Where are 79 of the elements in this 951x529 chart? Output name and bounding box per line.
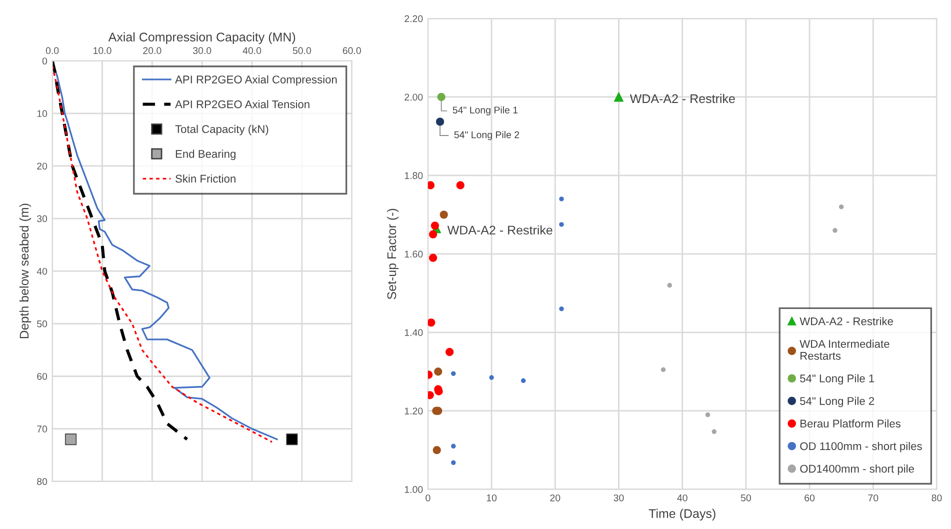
y-tick-label: 2.20: [404, 15, 423, 22]
y-tick-label: 2.00: [404, 94, 423, 101]
point: [705, 412, 710, 418]
y-tick-label: 1.40: [404, 329, 423, 336]
point: [432, 446, 441, 454]
x-tick-label: 10.0: [94, 47, 112, 54]
y-axis-title: Depth below seabed (m): [19, 204, 32, 338]
y-axis-title: Set-up Factor (-): [386, 208, 399, 300]
annotation: WDA-A2 - Restrike: [447, 225, 552, 235]
x-tick-label: 80: [932, 494, 942, 502]
x-tick-label: 40: [677, 494, 688, 502]
legend-label: 54" Long Pile 1: [800, 374, 874, 385]
point: [559, 306, 564, 312]
legend-label: OD1400mm - short pile: [800, 464, 914, 475]
point: [660, 367, 666, 372]
x-tick-label: 60.0: [342, 47, 361, 54]
x-tick-label: 20: [550, 494, 560, 502]
x-tick-label: 50.0: [292, 47, 312, 54]
point: [428, 254, 438, 262]
legend-label: OD 1100mm - short piles: [800, 442, 922, 452]
point: [559, 196, 564, 202]
legend-label: Berau Platform Piles: [800, 419, 900, 428]
point: [428, 181, 435, 190]
x-tick-label: 30.0: [193, 47, 212, 54]
x-tick-label: 60: [804, 494, 815, 502]
y-tick-label: 80: [37, 478, 48, 486]
y-tick-label: 70: [37, 426, 48, 432]
annotation: WDA-A2 - Restrike: [630, 94, 735, 104]
y-tick-label: 10: [37, 110, 48, 118]
point: [832, 228, 838, 233]
legend-label: Total Capacity (kN): [175, 124, 268, 136]
legend-label: Skin Friction: [176, 174, 236, 183]
y-tick-label: 1.60: [404, 250, 423, 258]
x-tick-label: 30: [614, 494, 624, 502]
point: [614, 92, 624, 102]
y-tick-label: 50: [37, 320, 48, 328]
y-tick-label: 1.00: [404, 486, 423, 493]
legend-label: WDA-A2 - Restrike: [800, 317, 893, 326]
y-tick-label: 20: [37, 162, 48, 170]
point: [430, 222, 440, 230]
point: [559, 222, 564, 227]
annotation: 54" Long Pile 1: [452, 106, 518, 116]
y-tick-label: 60: [37, 372, 48, 380]
point: [451, 460, 456, 466]
point: [520, 378, 526, 384]
point: [437, 92, 446, 102]
point: [456, 181, 464, 190]
x-axis-title: Time (Days): [648, 508, 716, 520]
x-tick-label: 20.0: [143, 47, 162, 54]
y-tick-label: 0: [42, 58, 48, 64]
point: [436, 118, 444, 126]
point: [440, 210, 448, 219]
point: [489, 375, 494, 380]
legend-label: API RP2GEO Axial Tension: [175, 100, 310, 108]
y-tick-label: 40: [36, 268, 48, 275]
y-tick-label: 1.20: [404, 408, 423, 414]
point: [712, 429, 717, 434]
point: [434, 368, 442, 376]
x-tick-label: 0.0: [46, 47, 59, 54]
y-tick-label: 30: [37, 215, 48, 222]
x-tick-label: 70: [868, 494, 878, 502]
legend-label: 54" Long Pile 2: [800, 396, 874, 408]
legend-label: End Bearing: [176, 150, 236, 160]
legend-label: WDA Intermediate Restarts: [800, 340, 890, 360]
x-tick-label: 10: [486, 494, 497, 502]
point: [451, 444, 456, 449]
point: [428, 318, 436, 327]
annotation: 54" Long Pile 2: [454, 131, 520, 140]
point: [838, 204, 844, 210]
y-tick-label: 1.80: [404, 172, 423, 180]
x-tick-label: 0: [426, 494, 430, 502]
x-tick-label: 40.0: [242, 47, 262, 54]
point: [451, 371, 456, 376]
point: [667, 282, 672, 288]
point: [428, 230, 438, 238]
x-tick-label: 50: [740, 494, 751, 502]
legend-label: API RP2GEO Axial Compression: [175, 75, 337, 86]
point: [445, 348, 454, 356]
x-axis-title: Axial Compression Capacity (MN): [108, 32, 296, 44]
